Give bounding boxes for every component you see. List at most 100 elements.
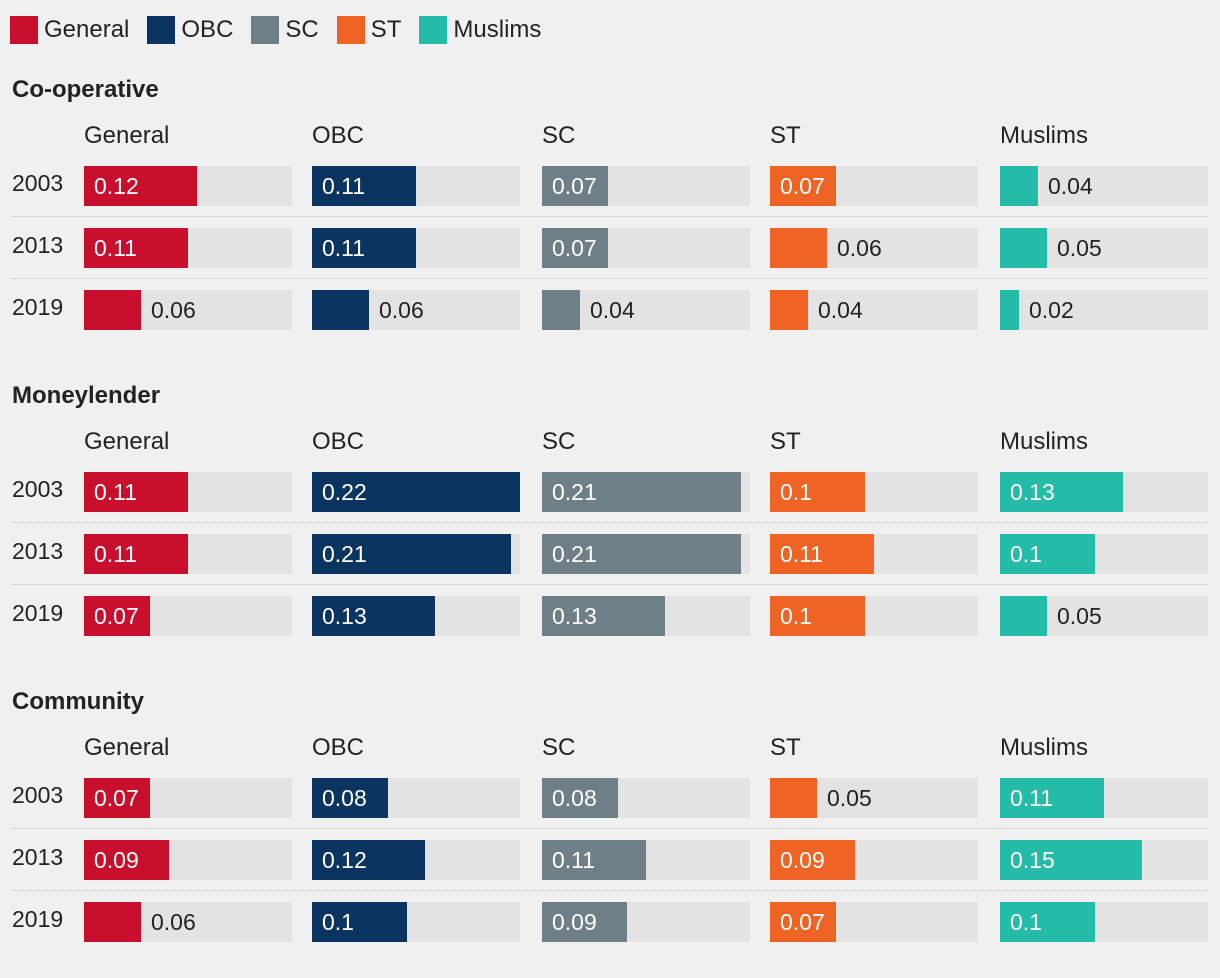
legend-label: SC bbox=[285, 16, 319, 43]
data-label: 0.21 bbox=[552, 479, 597, 505]
data-label: 0.22 bbox=[322, 479, 367, 505]
data-label: 0.1 bbox=[780, 479, 812, 505]
bar-muslims-2019 bbox=[1000, 902, 1095, 942]
bar-track: 0.21 bbox=[542, 472, 750, 512]
chart-panels: Co-operative General OBC SC ST Muslims 2003 0.1… bbox=[0, 76, 1220, 942]
bar-st-2003 bbox=[770, 472, 865, 512]
panel-community: Community General OBC SC ST Muslims 2003 0.07 0.… bbox=[0, 688, 1220, 978]
bar-muslims-2013 bbox=[1000, 534, 1095, 574]
data-label: 0.05 bbox=[1057, 235, 1102, 261]
legend-item-obc: OBC bbox=[147, 16, 233, 44]
column-header-obc: OBC bbox=[312, 734, 365, 761]
column-header-obc: OBC bbox=[312, 122, 365, 149]
bar-general-2019 bbox=[84, 290, 141, 330]
bar-track: 0.05 bbox=[1000, 228, 1208, 268]
bar-track: 0.07 bbox=[542, 228, 750, 268]
data-label: 0.11 bbox=[94, 235, 138, 261]
year-label: 2019 bbox=[12, 600, 64, 626]
bar-track: 0.08 bbox=[542, 778, 750, 818]
column-header-muslims: Muslims bbox=[1000, 428, 1088, 455]
data-label: 0.05 bbox=[1057, 603, 1102, 629]
data-label: 0.08 bbox=[552, 785, 597, 811]
bar-muslims-2003 bbox=[1000, 778, 1104, 818]
column-header-st: ST bbox=[770, 122, 801, 149]
row-divider bbox=[12, 522, 1208, 523]
bar-track: 0.07 bbox=[84, 596, 292, 636]
data-label: 0.02 bbox=[1029, 297, 1074, 323]
column-header-st: ST bbox=[770, 428, 801, 455]
bar-sc-2013 bbox=[542, 534, 741, 574]
bar-track: 0.11 bbox=[84, 472, 292, 512]
bar-sc-2003 bbox=[542, 472, 741, 512]
column-header-general: General bbox=[84, 428, 170, 455]
bar-track: 0.11 bbox=[770, 534, 978, 574]
row-divider bbox=[12, 584, 1208, 585]
bar-track: 0.05 bbox=[770, 778, 978, 818]
bar-track: 0.05 bbox=[1000, 596, 1208, 636]
bar-obc-2013 bbox=[312, 534, 511, 574]
data-label: 0.09 bbox=[780, 847, 825, 873]
data-label: 0.13 bbox=[552, 603, 597, 629]
legend-swatch-muslims bbox=[419, 16, 448, 44]
bar-track: 0.09 bbox=[84, 840, 292, 880]
data-label: 0.07 bbox=[552, 235, 597, 261]
bar-track: 0.13 bbox=[1000, 472, 1208, 512]
legend-swatch-sc bbox=[251, 16, 280, 44]
bar-general-2013 bbox=[84, 840, 169, 880]
bar-track: 0.02 bbox=[1000, 290, 1208, 330]
data-label: 0.08 bbox=[322, 785, 367, 811]
bar-muslims-2019 bbox=[1000, 290, 1019, 330]
bar-general-2003 bbox=[84, 778, 150, 818]
bar-sc-2013 bbox=[542, 840, 646, 880]
bar-track: 0.07 bbox=[770, 902, 978, 942]
data-label: 0.1 bbox=[1010, 909, 1042, 935]
bar-sc-2019 bbox=[542, 902, 627, 942]
data-label: 0.13 bbox=[1010, 479, 1055, 505]
bar-obc-2003 bbox=[312, 778, 388, 818]
bar-track: 0.04 bbox=[770, 290, 978, 330]
data-label: 0.06 bbox=[837, 235, 882, 261]
legend-label: ST bbox=[370, 16, 402, 43]
data-label: 0.04 bbox=[590, 297, 635, 323]
panel-moneylender: Moneylender General OBC SC ST Muslims 2003 0.11… bbox=[0, 382, 1220, 672]
bar-st-2013 bbox=[770, 534, 874, 574]
legend-label: OBC bbox=[181, 16, 234, 43]
panel-co-operative: Co-operative General OBC SC ST Muslims 2003 0.1… bbox=[0, 76, 1220, 366]
year-label: 2003 bbox=[12, 476, 64, 502]
column-header-muslims: Muslims bbox=[1000, 122, 1088, 149]
data-label: 0.06 bbox=[151, 909, 196, 935]
year-label: 2013 bbox=[12, 844, 64, 870]
bar-track: 0.09 bbox=[770, 840, 978, 880]
bar-track: 0.06 bbox=[84, 290, 292, 330]
bar-general-2013 bbox=[84, 534, 188, 574]
bar-sc-2003 bbox=[542, 166, 608, 206]
bar-track: 0.06 bbox=[312, 290, 520, 330]
bar-general-2003 bbox=[84, 472, 188, 512]
bar-track: 0.06 bbox=[770, 228, 978, 268]
row-divider bbox=[12, 216, 1208, 217]
data-label: 0.11 bbox=[322, 173, 366, 199]
bar-track: 0.11 bbox=[84, 534, 292, 574]
data-label: 0.12 bbox=[322, 847, 367, 873]
bar-st-2003 bbox=[770, 778, 817, 818]
panel-title: Co-operative bbox=[12, 76, 159, 103]
bar-general-2003 bbox=[84, 166, 197, 206]
bar-track: 0.1 bbox=[1000, 902, 1208, 942]
bar-track: 0.07 bbox=[84, 778, 292, 818]
bar-st-2013 bbox=[770, 840, 855, 880]
column-header-obc: OBC bbox=[312, 428, 365, 455]
panel-title: Moneylender bbox=[12, 382, 161, 409]
bar-st-2003 bbox=[770, 166, 836, 206]
bar-track: 0.1 bbox=[770, 596, 978, 636]
bar-track: 0.08 bbox=[312, 778, 520, 818]
bar-st-2013 bbox=[770, 228, 827, 268]
bar-track: 0.06 bbox=[84, 902, 292, 942]
data-label: 0.13 bbox=[322, 603, 367, 629]
year-label: 2003 bbox=[12, 170, 64, 196]
bar-track: 0.07 bbox=[542, 166, 750, 206]
bar-muslims-2013 bbox=[1000, 228, 1047, 268]
data-label: 0.06 bbox=[379, 297, 424, 323]
data-label: 0.1 bbox=[322, 909, 354, 935]
bar-obc-2003 bbox=[312, 166, 416, 206]
bar-obc-2019 bbox=[312, 596, 435, 636]
